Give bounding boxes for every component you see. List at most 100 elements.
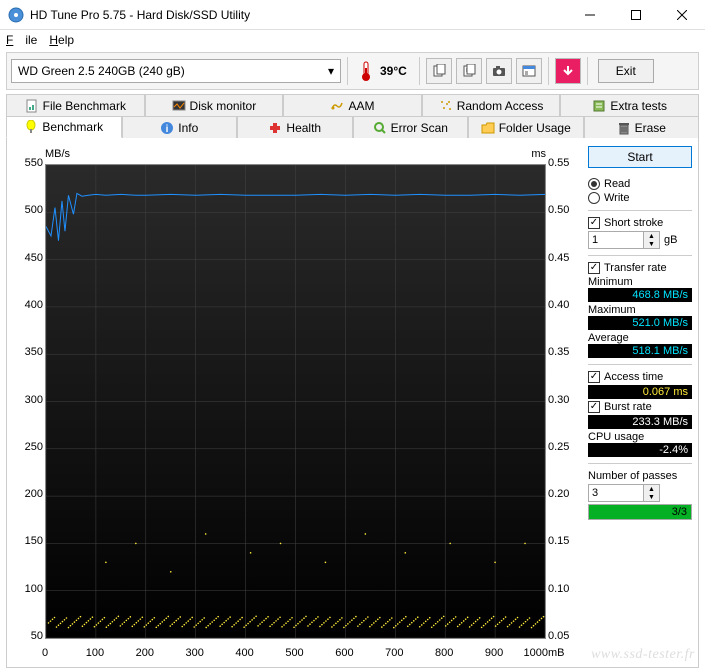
erase-icon — [617, 121, 631, 135]
tab-folder-usage[interactable]: Folder Usage — [468, 116, 584, 138]
settings-button[interactable] — [516, 58, 542, 84]
y-right-tick: 0.10 — [548, 583, 582, 595]
tab-extra-tests[interactable]: Extra tests — [560, 94, 699, 116]
drive-select[interactable]: WD Green 2.5 240GB (240 gB) ▾ — [11, 59, 341, 83]
tab-disk-monitor[interactable]: Disk monitor — [145, 94, 284, 116]
burst-rate-check[interactable]: Burst rate — [588, 401, 692, 413]
access-time-check[interactable]: Access time — [588, 371, 692, 383]
health-icon — [268, 121, 282, 135]
radio-icon — [588, 192, 600, 204]
tab-aam[interactable]: AAM — [283, 94, 422, 116]
copy-text-button[interactable] — [456, 58, 482, 84]
x-tick: 700 — [385, 647, 403, 659]
tab-file-benchmark[interactable]: File Benchmark — [6, 94, 145, 116]
progress-text: 3/3 — [672, 505, 687, 519]
chevron-down-icon: ▾ — [328, 64, 334, 78]
copy-button[interactable] — [426, 58, 452, 84]
transfer-rate-check[interactable]: Transfer rate — [588, 262, 692, 274]
benchmark-panel: MB/s ms 50100150200250300350400450500550… — [6, 138, 699, 668]
progress-bar: 3/3 — [588, 504, 692, 520]
y-left-tick: 550 — [11, 157, 43, 169]
y-right-tick: 0.05 — [548, 630, 582, 642]
info-icon: i — [160, 121, 174, 135]
temperature-value: 39°C — [380, 64, 407, 78]
tab-erase[interactable]: Erase — [584, 116, 700, 138]
average-label: Average — [588, 332, 692, 344]
tab-error-scan[interactable]: Error Scan — [353, 116, 469, 138]
x-tick: 600 — [335, 647, 353, 659]
passes-input[interactable] — [588, 484, 644, 502]
maximum-value: 521.0 MB/s — [588, 316, 692, 330]
check-icon — [588, 401, 600, 413]
x-tick: 400 — [235, 647, 253, 659]
save-button[interactable] — [555, 58, 581, 84]
drive-select-text: WD Green 2.5 240GB (240 gB) — [18, 64, 185, 78]
y-right-tick: 0.15 — [548, 535, 582, 547]
file-benchmark-icon — [25, 99, 39, 113]
tab-random-access[interactable]: Random Access — [422, 94, 561, 116]
short-stroke-input[interactable] — [588, 231, 644, 249]
spin-down[interactable]: ▼ — [644, 240, 659, 248]
short-stroke-spinner[interactable]: ▲▼ gB — [588, 231, 692, 249]
y-left-tick: 300 — [11, 394, 43, 406]
y-left-tick: 250 — [11, 441, 43, 453]
tabs-row-2: BenchmarkiInfoHealthError ScanFolder Usa… — [6, 116, 699, 138]
spin-up[interactable]: ▲ — [644, 232, 659, 240]
cpu-usage-label: CPU usage — [588, 431, 692, 443]
write-radio[interactable]: Write — [588, 192, 692, 204]
aam-icon — [330, 99, 344, 113]
tab-benchmark[interactable]: Benchmark — [6, 116, 122, 138]
check-icon — [588, 262, 600, 274]
chart-area: MB/s ms 50100150200250300350400450500550… — [11, 146, 582, 663]
maximize-button[interactable] — [613, 0, 659, 30]
close-button[interactable] — [659, 0, 705, 30]
benchmark-icon — [24, 120, 38, 134]
burst-rate-value: 233.3 MB/s — [588, 415, 692, 429]
y-left-tick: 100 — [11, 583, 43, 595]
passes-spinner[interactable]: ▲▼ — [588, 484, 692, 502]
x-tick: 200 — [136, 647, 154, 659]
menu-help[interactable]: Help — [49, 33, 74, 47]
y-right-tick: 0.55 — [548, 157, 582, 169]
random-access-icon — [439, 99, 453, 113]
app-icon — [8, 7, 24, 23]
screenshot-button[interactable] — [486, 58, 512, 84]
sidebar: Start Read Write Short stroke ▲▼ gB Tran… — [582, 146, 694, 663]
y-left-tick: 50 — [11, 630, 43, 642]
window-title: HD Tune Pro 5.75 - Hard Disk/SSD Utility — [30, 8, 567, 22]
error-scan-icon — [373, 121, 387, 135]
spin-down[interactable]: ▼ — [644, 493, 659, 501]
folder-usage-icon — [481, 121, 495, 135]
x-tick: 0 — [42, 647, 48, 659]
exit-button[interactable]: Exit — [598, 59, 654, 83]
benchmark-chart — [45, 164, 546, 639]
check-icon — [588, 217, 600, 229]
start-button[interactable]: Start — [588, 146, 692, 168]
y-left-tick: 400 — [11, 299, 43, 311]
x-tick: 800 — [435, 647, 453, 659]
temperature-display: 39°C — [360, 61, 407, 81]
y-right-tick: 0.30 — [548, 394, 582, 406]
passes-label: Number of passes — [588, 470, 692, 482]
spin-up[interactable]: ▲ — [644, 485, 659, 493]
short-stroke-check[interactable]: Short stroke — [588, 217, 692, 229]
tab-info[interactable]: iInfo — [122, 116, 238, 138]
tab-health[interactable]: Health — [237, 116, 353, 138]
y-right-tick: 0.45 — [548, 252, 582, 264]
access-time-value: 0.067 ms — [588, 385, 692, 399]
minimize-button[interactable] — [567, 0, 613, 30]
x-tick: 100 — [86, 647, 104, 659]
read-radio[interactable]: Read — [588, 178, 692, 190]
check-icon — [588, 371, 600, 383]
average-value: 518.1 MB/s — [588, 344, 692, 358]
menu-file[interactable]: File — [6, 33, 37, 47]
y-right-tick: 0.50 — [548, 204, 582, 216]
titlebar: HD Tune Pro 5.75 - Hard Disk/SSD Utility — [0, 0, 705, 30]
y-left-tick: 150 — [11, 535, 43, 547]
tabs-row-1: File BenchmarkDisk monitorAAMRandom Acce… — [6, 94, 699, 116]
toolbar: WD Green 2.5 240GB (240 gB) ▾ 39°C Exit — [6, 52, 699, 90]
y-right-tick: 0.35 — [548, 346, 582, 358]
cpu-usage-value: -2.4% — [588, 443, 692, 457]
y-left-tick: 350 — [11, 346, 43, 358]
y-left-tick: 500 — [11, 204, 43, 216]
